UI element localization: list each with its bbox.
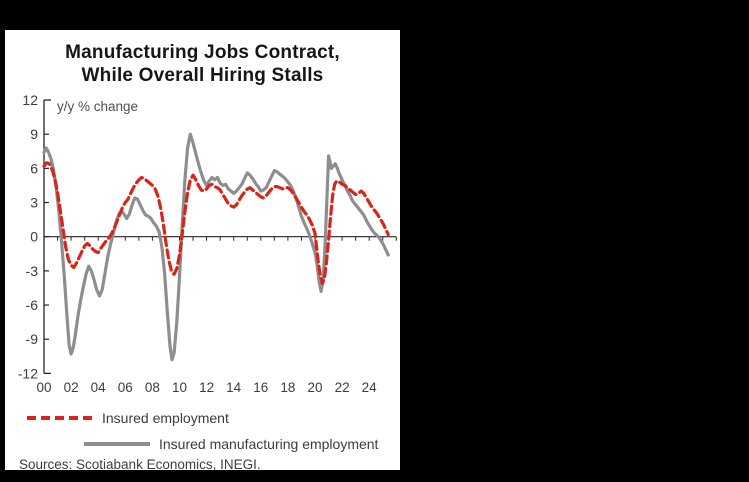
x-axis-tick-label: 02 — [64, 380, 79, 395]
series-line-insured-employment — [42, 161, 390, 285]
y-axis-tick-label: 0 — [30, 229, 38, 245]
x-axis-tick-label: 18 — [280, 380, 295, 395]
x-axis-tick-label: 04 — [91, 380, 107, 395]
x-axis-tick-label: 10 — [172, 380, 187, 395]
y-axis-tick-label: -12 — [18, 365, 38, 381]
legend-solid-line-sample — [84, 442, 150, 446]
y-axis-tick-label: -3 — [26, 263, 39, 279]
x-axis-tick-label: 12 — [199, 380, 214, 395]
chart-title-line1: Manufacturing Jobs Contract, — [65, 42, 340, 63]
y-axis-tick-label: 6 — [30, 160, 38, 176]
y-axis-tick-label: -6 — [26, 297, 39, 313]
legend-item-insured-manufacturing-employment: Insured manufacturing employment — [84, 436, 378, 452]
y-axis-tick-label: 9 — [30, 126, 38, 142]
x-axis-tick-label: 24 — [362, 380, 378, 395]
y-axis-tick-label: 12 — [22, 92, 38, 108]
sources-note: Sources: Scotiabank Economics, INEGI. — [19, 457, 261, 472]
chart-title-line2: While Overall Hiring Stalls — [81, 65, 324, 86]
x-axis-tick-label: 08 — [145, 380, 160, 395]
x-axis-tick-label: 20 — [307, 380, 322, 395]
legend-label: Insured manufacturing employment — [159, 436, 379, 452]
series-line-insured-manufacturing-employment — [42, 132, 390, 362]
y-axis-tick-label: 3 — [30, 195, 38, 211]
x-axis-tick-label: 06 — [118, 380, 133, 395]
chart-title: Manufacturing Jobs Contract, While Overa… — [5, 41, 400, 87]
legend-item-insured-employment: Insured employment — [27, 410, 229, 426]
x-axis-tick-label: 22 — [335, 380, 350, 395]
x-axis-tick-label: 16 — [253, 380, 268, 395]
legend-label: Insured employment — [102, 410, 229, 426]
chart-card: Manufacturing Jobs Contract, While Overa… — [5, 30, 400, 472]
axis-unit-label: y/y % change — [57, 99, 138, 114]
legend-dashed-line-sample — [27, 416, 93, 420]
x-axis-tick-label: 00 — [36, 380, 51, 395]
y-axis-tick-label: -9 — [26, 331, 39, 347]
x-axis-tick-label: 14 — [226, 380, 242, 395]
